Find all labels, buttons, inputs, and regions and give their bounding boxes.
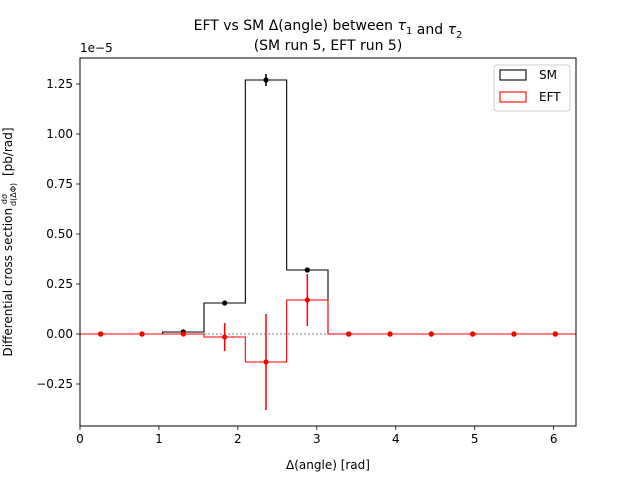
- legend-label-sm: SM: [539, 68, 557, 82]
- y-tick-label: 0.50: [46, 227, 73, 241]
- legend-swatch-sm: [499, 69, 527, 81]
- x-tick-label: 4: [392, 432, 400, 446]
- sm-point: [304, 267, 310, 273]
- eft-point: [180, 331, 186, 337]
- y-multiplier-label: 1e−5: [80, 41, 113, 55]
- eft-step-line: [80, 299, 576, 363]
- y-tick-label: 0.25: [46, 277, 73, 291]
- chart-title-line2: (SM run 5, EFT run 5): [254, 38, 403, 54]
- plot-frame: [79, 57, 577, 427]
- eft-point: [222, 334, 228, 340]
- x-tick-label: 5: [471, 432, 479, 446]
- legend-box: [493, 64, 571, 112]
- sm-point: [263, 77, 269, 83]
- x-tick-label: 6: [550, 432, 558, 446]
- eft-point: [428, 331, 434, 337]
- legend-label-eft: EFT: [539, 90, 561, 104]
- eft-point: [552, 331, 558, 337]
- eft-point: [139, 331, 145, 337]
- sm-point: [222, 300, 228, 306]
- eft-point: [387, 331, 393, 337]
- x-tick-label: 1: [155, 432, 163, 446]
- x-axis-label: Δ(angle) [rad]: [286, 458, 370, 472]
- x-tick-label: 0: [76, 432, 84, 446]
- y-tick-label: 0.00: [46, 327, 73, 341]
- y-tick-label: 1.25: [46, 77, 73, 91]
- y-tick-label: 0.75: [46, 177, 73, 191]
- x-tick-label: 3: [313, 432, 321, 446]
- eft-point: [304, 297, 310, 303]
- eft-point: [98, 331, 104, 337]
- y-tick-label: 1.00: [46, 127, 73, 141]
- x-tick-label: 2: [234, 432, 242, 446]
- sm-step-line: [80, 79, 576, 335]
- eft-point: [263, 359, 269, 365]
- y-axis-label: Differential cross section dσd(ΔΦ) [pb/r…: [0, 128, 18, 357]
- legend: SM EFT: [493, 64, 571, 112]
- eft-point: [346, 331, 352, 337]
- eft-point: [470, 331, 476, 337]
- legend-swatch-eft: [499, 91, 527, 103]
- y-tick-label: −0.25: [36, 377, 73, 391]
- eft-point: [511, 331, 517, 337]
- chart-title-line1: EFT vs SM Δ(angle) between τ1 and τ2: [194, 18, 463, 41]
